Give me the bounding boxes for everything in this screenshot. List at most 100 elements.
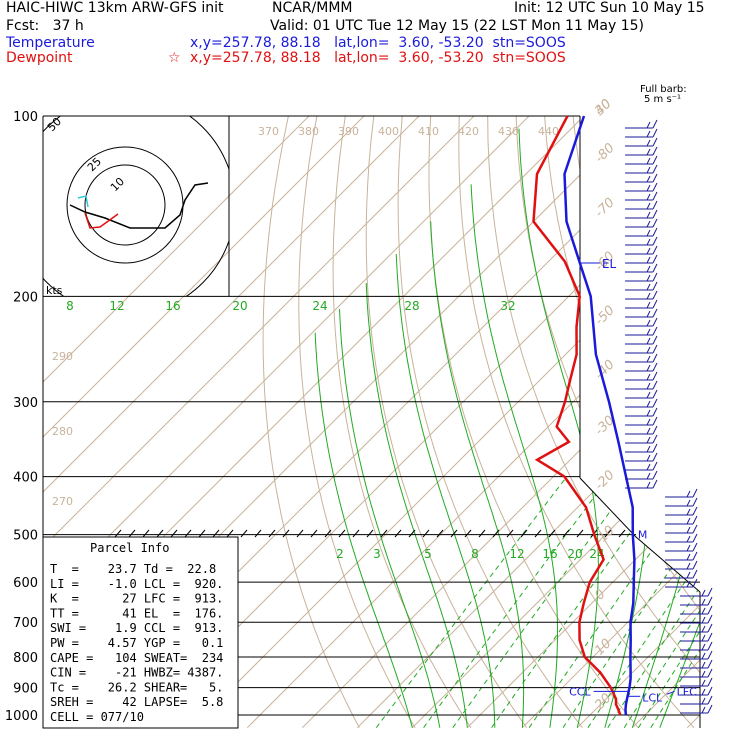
tick-mark (254, 529, 262, 538)
parcel-info-row: T = 23.7 Td = 22.8 (50, 562, 216, 576)
hodograph-ring-5 (84, 164, 166, 246)
dry-adiabat-line (298, 116, 416, 728)
wind-barb (625, 407, 658, 417)
mixing-ratio-label: 28 (404, 299, 419, 313)
wind-barb (625, 470, 658, 480)
wind-barb (625, 317, 658, 327)
wind-barb (625, 380, 658, 390)
wind-barb (625, 290, 658, 300)
lfc-marker (666, 690, 675, 695)
mixing-ratio-line (452, 476, 637, 728)
wind-barb (625, 353, 658, 363)
hodograph-units: kts (46, 284, 63, 297)
wind-barb (680, 587, 713, 597)
wind-barb (665, 533, 698, 543)
mixing-ratio-line (491, 476, 672, 728)
theta-label: 280 (52, 425, 73, 438)
wind-barb (665, 488, 698, 498)
tick-mark (478, 529, 486, 538)
temperature-profile (563, 115, 636, 716)
dry-adiabat-line (397, 116, 583, 728)
parcel-info-row: TT = 41 EL = 176. (50, 606, 223, 620)
mixing-ratio-label: 16 (542, 547, 557, 561)
wind-barb (680, 632, 713, 642)
theta-label: 410 (418, 125, 439, 138)
wind-barb (680, 605, 713, 615)
isotherm-line (43, 116, 502, 728)
parcel-info-row: Tc = 26.2 SHEAR= 5. (50, 680, 223, 694)
wind-barb (665, 506, 698, 516)
wind-barb (665, 515, 698, 525)
wind-barb (680, 704, 713, 714)
tick-mark (562, 529, 570, 538)
parcel-info-row: CAPE = 104 SWEAT= 234 (50, 651, 223, 665)
isotherm-line (246, 116, 700, 728)
wind-barb (625, 227, 658, 237)
tick-mark (240, 529, 248, 538)
moist-adiabat-line (395, 253, 496, 728)
wind-barb (625, 164, 658, 174)
wind-barb (625, 254, 658, 264)
pressure-label: 100 (13, 110, 38, 125)
wind-barb (625, 425, 658, 435)
pressure-label: 1000 (5, 709, 38, 724)
theta-label: 420 (458, 125, 479, 138)
tick-mark (380, 529, 388, 538)
dry-adiabat-line (458, 116, 695, 728)
el-label: EL (602, 257, 617, 271)
header-fcst: Fcst: 37 h (6, 18, 84, 34)
tick-mark (464, 529, 472, 538)
parcel-info-bg (42, 536, 239, 729)
tick-mark (296, 529, 304, 538)
tick-mark (184, 529, 192, 538)
isotherm-label: -70 (592, 195, 618, 221)
hodograph-ring-label: 10 (108, 175, 127, 194)
wind-barb (625, 452, 658, 462)
dewpoint-legend-star: ☆ (168, 50, 181, 66)
mixing-ratio-label: 24 (312, 299, 327, 313)
wind-barb (625, 281, 658, 291)
wind-barb (665, 542, 698, 552)
parcel-info-row: K = 27 LFC = 913. (50, 592, 223, 606)
pressure-label: 600 (13, 576, 38, 591)
isotherm-label: -20 (592, 468, 618, 494)
dry-adiabat-line (737, 89, 740, 728)
wind-barb (625, 434, 658, 444)
wind-barb (625, 416, 658, 426)
mixing-ratio-label: 5 (424, 547, 432, 561)
pressure-label: 900 (13, 682, 38, 697)
lfc-label: LFC (677, 685, 697, 698)
parcel-info-row: SWI = 1.9 CCL = 913. (50, 621, 223, 635)
barb-scale-unit: 5 m s⁻¹ (644, 94, 681, 105)
melting-level-label: M (638, 529, 648, 542)
wind-barb (680, 614, 713, 624)
tick-mark (534, 529, 542, 538)
wind-barb (625, 236, 658, 246)
wind-barb (625, 479, 658, 489)
wind-barb (625, 209, 658, 219)
moist-adiabat-line (518, 128, 599, 728)
isotherm-line (43, 116, 337, 728)
mixing-ratio-label: 2 (336, 547, 344, 561)
theta-label: 430 (498, 125, 519, 138)
moist-adiabat-line (314, 332, 413, 728)
frame-right-slant (579, 477, 701, 593)
wind-barb (625, 191, 658, 201)
barb-scale-title: Full barb: (640, 84, 687, 95)
header-valid: Valid: 01 UTC Tue 12 May 15 (22 LST Mon … (270, 18, 644, 34)
wind-barb (625, 173, 658, 183)
tick-mark (422, 529, 430, 538)
wind-barb (625, 299, 658, 309)
tick-mark (226, 529, 234, 538)
wind-barb (665, 569, 698, 579)
isotherm-label: -50 (592, 303, 618, 329)
header-org: NCAR/MMM (272, 0, 353, 16)
dry-adiabat-lines (262, 89, 740, 728)
dry-adiabat-line (487, 116, 700, 728)
tick-mark (268, 529, 276, 538)
tick-mark (548, 529, 556, 538)
tick-mark (170, 529, 178, 538)
moist-adiabat-line (365, 282, 468, 728)
mixing-ratio-label: 32 (500, 299, 515, 313)
dewpoint-legend-label: Dewpoint (6, 50, 73, 66)
